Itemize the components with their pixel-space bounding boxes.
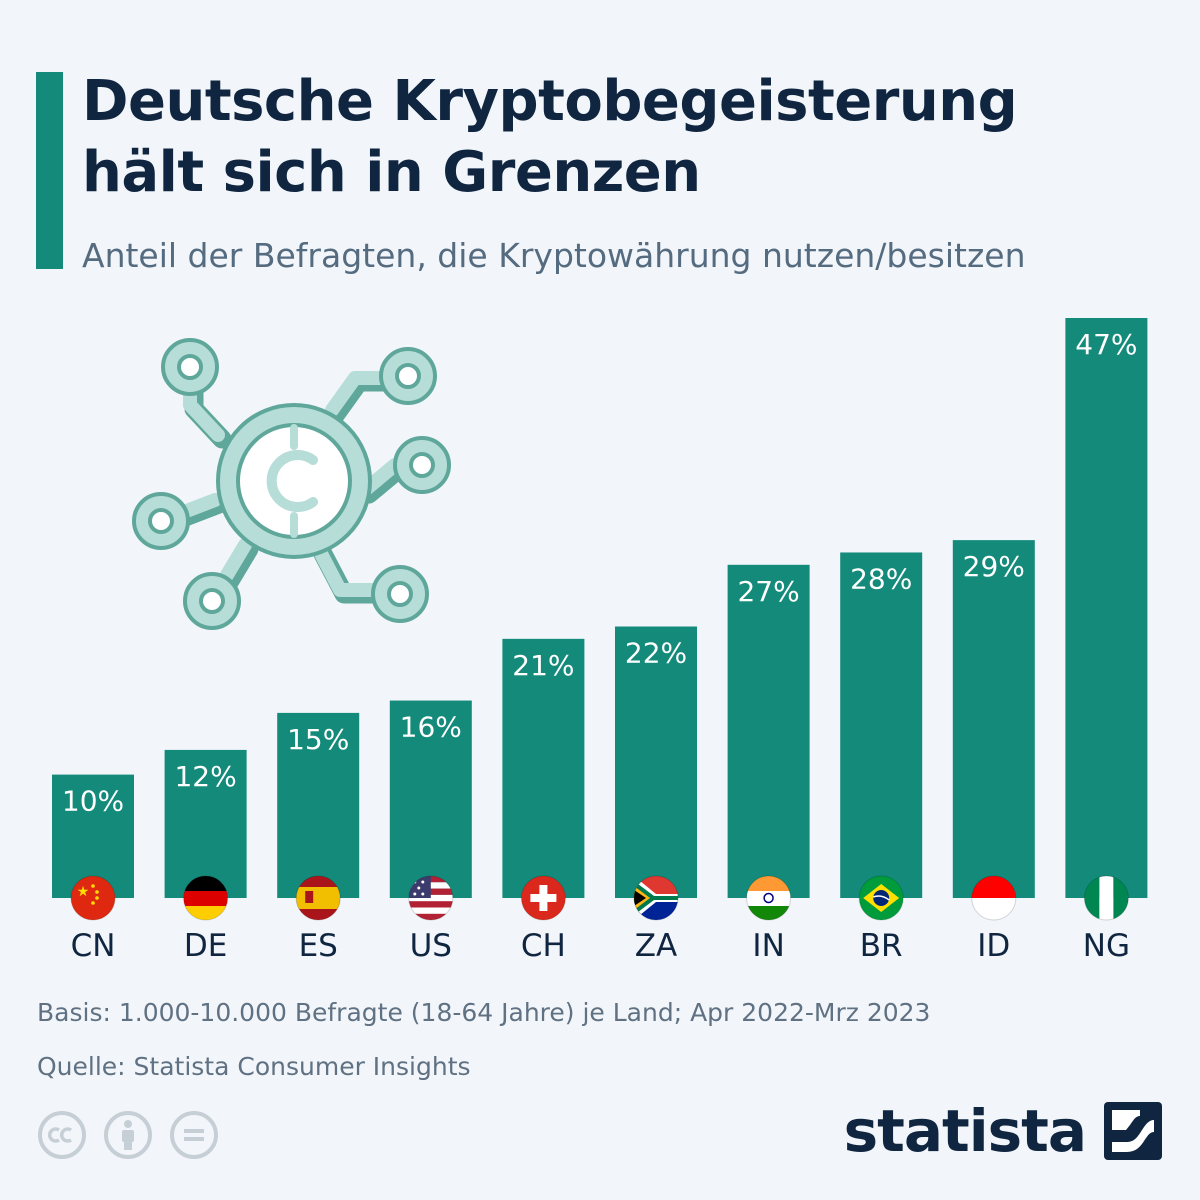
bar-ch — [502, 638, 585, 898]
category-label-in: IN — [752, 928, 784, 964]
svg-text:★: ★ — [77, 884, 90, 900]
title-line-2: hält sich in Grenzen — [82, 140, 701, 205]
statista-logo-icon — [1104, 1102, 1162, 1160]
flag-ch-icon — [520, 875, 566, 921]
no-derivatives-icon[interactable] — [169, 1110, 219, 1160]
value-label-in: 27% — [737, 575, 799, 608]
bar-us — [389, 700, 472, 898]
bar-ng — [1065, 318, 1148, 898]
category-label-ch: CH — [521, 928, 566, 964]
bar-es — [277, 712, 360, 898]
category-label-br: BR — [860, 928, 903, 964]
bar-br — [840, 552, 923, 898]
page-title: Deutsche Kryptobegeisterung hält sich in… — [82, 66, 1182, 208]
category-label-cn: CN — [71, 928, 116, 964]
value-label-br: 28% — [850, 562, 912, 595]
title-accent-bar — [36, 72, 63, 269]
value-label-id: 29% — [963, 550, 1025, 583]
basis-note: Basis: 1.000-10.000 Befragte (18-64 Jahr… — [37, 998, 931, 1027]
value-label-us: 16% — [400, 711, 462, 744]
chart-footer: Basis: 1.000-10.000 Befragte (18-64 Jahr… — [37, 986, 930, 1094]
value-label-cn: 10% — [62, 785, 124, 818]
bar-in — [727, 564, 810, 898]
bars-layer: 10% ★ CN 12% DE 15% ES 16% US 21% CH 22% ZA 27% IN 28% B… — [52, 318, 1148, 964]
value-label-za: 22% — [625, 637, 687, 670]
bar-za — [615, 626, 697, 898]
attribution-icon[interactable] — [103, 1110, 153, 1160]
chart-subtitle: Anteil der Befragten, die Kryptowährung … — [82, 236, 1026, 275]
bar-de — [164, 749, 247, 898]
flag-es-icon — [295, 875, 341, 921]
flag-id-icon — [971, 875, 1017, 921]
flag-de-icon — [183, 875, 229, 921]
flag-ng-icon — [1083, 875, 1129, 921]
statista-brand[interactable]: statista — [844, 1096, 1162, 1166]
category-label-es: ES — [299, 928, 338, 964]
category-label-id: ID — [977, 928, 1010, 964]
brand-name: statista — [843, 1097, 1087, 1165]
license-icons — [37, 1110, 219, 1160]
category-label-za: ZA — [635, 928, 677, 964]
value-label-ch: 21% — [512, 649, 574, 682]
value-label-es: 15% — [287, 723, 349, 756]
flag-br-icon — [858, 875, 904, 921]
crypto-network-icon — [132, 338, 451, 630]
flag-za-icon — [633, 875, 679, 921]
value-label-ng: 47% — [1075, 328, 1137, 361]
category-label-de: DE — [184, 928, 227, 964]
flag-us-icon — [408, 875, 454, 921]
flag-cn-icon: ★ — [70, 875, 116, 921]
source-note: Quelle: Statista Consumer Insights — [37, 1052, 471, 1081]
category-label-ng: NG — [1083, 928, 1130, 964]
category-label-us: US — [410, 928, 452, 964]
flag-in-icon — [746, 875, 792, 921]
cc-icon[interactable] — [37, 1110, 87, 1160]
title-line-1: Deutsche Kryptobegeisterung — [82, 69, 1018, 134]
bar-id — [952, 540, 1035, 898]
value-label-de: 12% — [174, 760, 236, 793]
